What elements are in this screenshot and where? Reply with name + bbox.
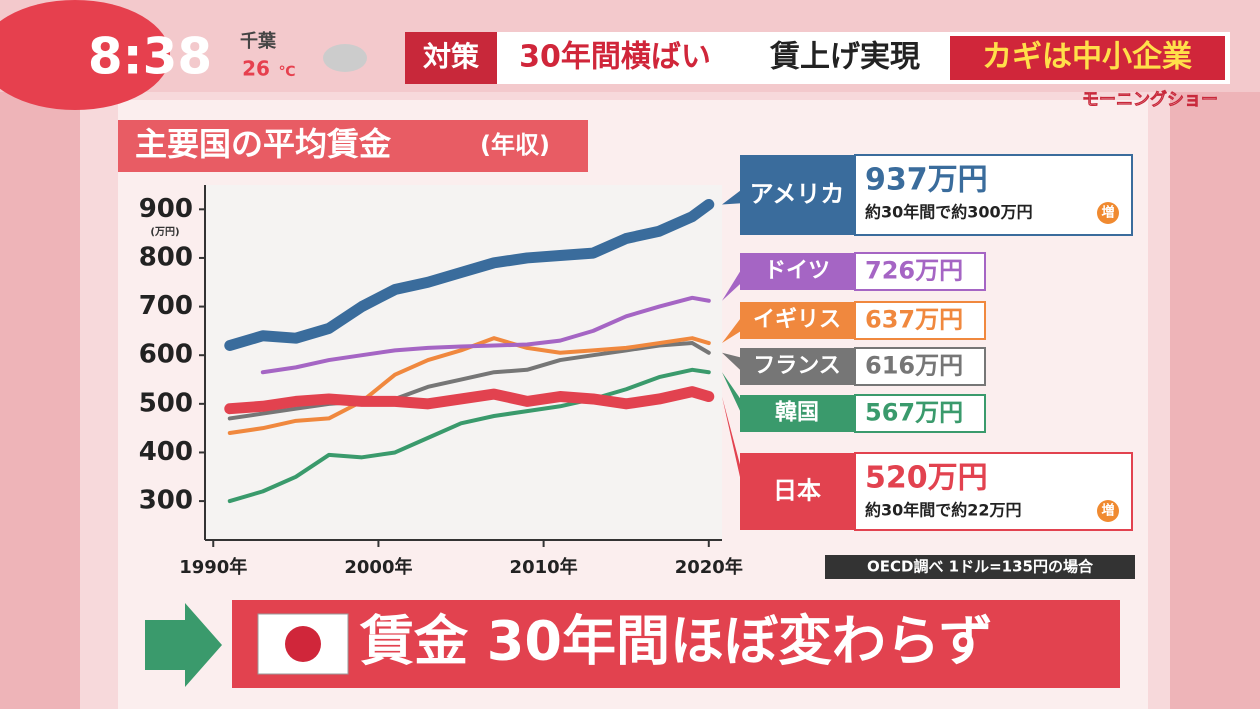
callout-pointer xyxy=(722,352,745,375)
callout-pointer xyxy=(722,187,745,205)
x-tick-label: 1990年 xyxy=(179,556,247,578)
callout-name-bg xyxy=(740,302,855,339)
y-tick-label: 900 xyxy=(139,194,193,224)
x-tick-label: 2000年 xyxy=(344,556,412,578)
legend-label: 日本 xyxy=(773,477,821,505)
footer-text: 賃金 30年間ほぼ変わらず xyxy=(359,610,993,673)
line xyxy=(260,295,711,375)
legend-label: ドイツ xyxy=(764,259,830,284)
callout-name-bg xyxy=(740,253,855,290)
callout-value: 616万円 xyxy=(865,352,963,380)
badge-bg xyxy=(1097,500,1119,522)
callout-value: 726万円 xyxy=(865,257,963,285)
x-tick-label: 2020年 xyxy=(675,556,743,578)
callout-name-bg xyxy=(740,453,855,530)
temp-unit: ℃ xyxy=(279,64,296,80)
banner-tag-bg xyxy=(405,32,497,84)
callout-note: 約30年間で約22万円 xyxy=(865,501,1022,520)
callout-value-bg xyxy=(854,347,986,386)
callout-value: 520万円 xyxy=(865,461,988,496)
callout-name-bg xyxy=(740,155,855,235)
clock: 8:38 xyxy=(88,28,212,86)
y-unit: (万円) xyxy=(150,226,179,238)
callout-value-bg xyxy=(854,394,986,433)
callout-pointer xyxy=(722,372,745,422)
line xyxy=(224,386,715,415)
line xyxy=(224,198,715,351)
callout-name-bg xyxy=(740,395,855,432)
banner-text: 30年間横ばい xyxy=(519,40,711,75)
y-tick-label: 800 xyxy=(139,242,193,272)
callout-value: 567万円 xyxy=(865,399,963,427)
banner-text: カギは中小企業 xyxy=(982,40,1192,75)
footer-bg xyxy=(232,600,1120,688)
y-tick-label: 700 xyxy=(139,291,193,321)
y-tick-label: 500 xyxy=(139,388,193,418)
legend-label: 韓国 xyxy=(775,400,819,426)
chart-title: 主要国の平均賃金 xyxy=(135,125,392,163)
legend-label: イギリス xyxy=(753,308,841,333)
callout-value: 937万円 xyxy=(865,163,988,198)
callout-value: 637万円 xyxy=(865,306,963,334)
source: OECD調べ 1ドル=135円の場合 xyxy=(867,558,1094,576)
legend-label: アメリカ xyxy=(750,180,845,208)
chart-subtitle: (年収) xyxy=(480,131,550,159)
callout-note: 約30年間で約300万円 xyxy=(865,203,1033,222)
callout-pointer xyxy=(722,312,745,344)
badge: 増 xyxy=(1101,205,1114,221)
weather-icon xyxy=(323,44,367,72)
banner-text: 賃上げ実現 xyxy=(769,40,920,75)
callout-value-bg xyxy=(854,154,1133,236)
callout-pointer xyxy=(722,263,745,301)
callout-name-bg xyxy=(740,348,855,385)
banner-tag: 対策 xyxy=(423,40,479,73)
program-logo: モーニングショー xyxy=(1082,89,1218,110)
callout-value-bg xyxy=(854,252,986,291)
source-bg xyxy=(825,555,1135,579)
y-tick-label: 300 xyxy=(139,486,193,516)
badge: 増 xyxy=(1101,503,1114,519)
callout-value-bg xyxy=(854,301,986,340)
legend-label: フランス xyxy=(753,354,841,379)
y-tick-label: 400 xyxy=(139,437,193,467)
clock-bubble xyxy=(0,0,170,110)
line xyxy=(227,341,711,421)
line xyxy=(227,367,711,504)
x-tick-label: 2010年 xyxy=(510,556,578,578)
badge-bg xyxy=(1097,202,1119,224)
y-tick-label: 600 xyxy=(139,340,193,370)
flag-circle xyxy=(285,626,321,662)
temp: 26 xyxy=(242,57,270,81)
place: 千葉 xyxy=(240,31,277,52)
callout-pointer xyxy=(722,396,745,500)
arrow xyxy=(145,603,222,687)
title-bg xyxy=(118,120,588,172)
banner-highlight xyxy=(950,36,1225,80)
callout-value-bg xyxy=(854,452,1133,531)
